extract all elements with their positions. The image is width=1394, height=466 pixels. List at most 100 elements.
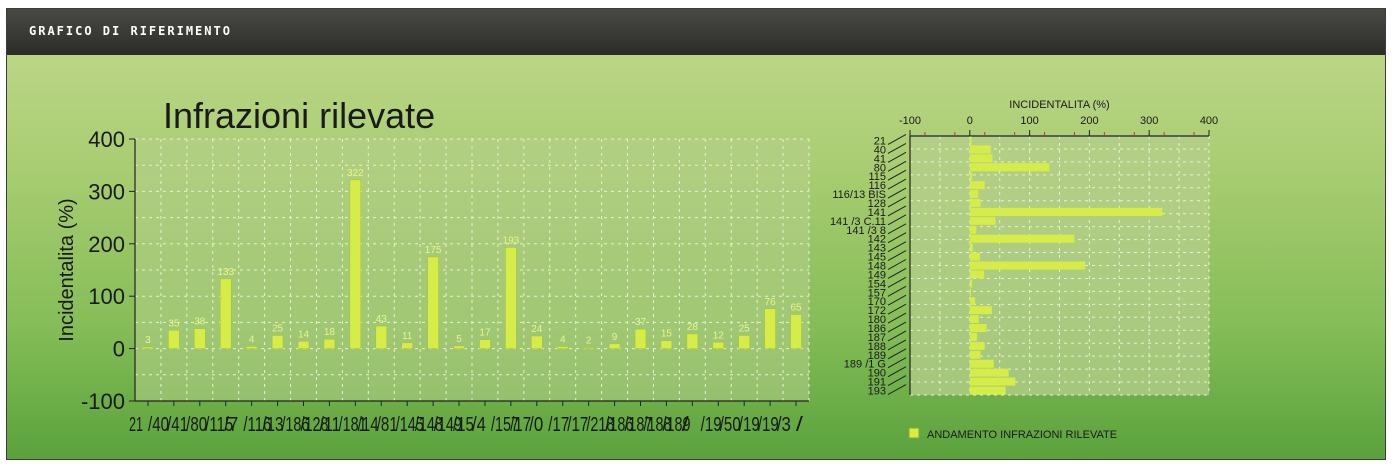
panel-title-bar: GRAFICO DI RIFERIMENTO [7,9,1385,55]
left-bar [453,345,465,349]
left-x-tick-label: /81 [377,414,398,436]
right-y-tick-label: 116 [868,180,886,192]
left-x-tick-label: /189 [663,414,691,436]
legend-swatch [908,427,920,439]
right-y-tick-label: 141 [868,207,886,219]
right-y-tick [887,241,907,253]
left-bar-label: 133 [217,267,234,278]
left-x-tick-label: / [682,414,690,436]
right-y-tick [887,267,907,279]
left-chart-title: Infrazioni rilevate [163,95,435,136]
left-bar-label: 322 [347,168,364,179]
right-bar [969,198,981,208]
left-bar-label: 11 [402,331,413,342]
left-x-tick-label: /3 [777,414,791,436]
right-bar [969,306,992,315]
right-bar [969,359,994,368]
right-y-tick [887,321,907,333]
right-y-tick-label: 172 [868,305,886,317]
left-x-tick-label: /41 [167,414,188,436]
left-x-tick-label: /187 [624,414,652,436]
left-x-tick-label: /80 [186,414,207,436]
right-y-tick-label: 21 [874,135,886,147]
right-y-tick-label: 170 [868,296,886,308]
right-x-tick-label: 100 [1020,115,1038,127]
chart-panel: GRAFICO DI RIFERIMENTO -100 0 100 200 300 400… [6,8,1386,460]
left-bar [271,335,284,349]
right-bar [969,216,996,225]
right-y-tick-label: 80 [874,162,886,174]
left-y-tick-label: 100 [88,284,125,309]
right-y-tick [887,214,907,226]
left-y-axis-label: Incidentalita (%) [56,198,78,341]
right-bar [969,377,1016,386]
left-bar [401,342,413,349]
left-bar [168,330,180,349]
right-bar [969,225,977,234]
left-y-tick-label: 300 [88,179,125,204]
right-y-tick [887,285,907,297]
right-x-tick-label: 0 [967,115,973,127]
right-bar [969,386,1006,395]
left-x-tick-label: /4 [472,414,486,436]
right-y-tick-label: 189 [868,350,886,362]
right-bar [969,136,972,145]
right-y-tick-label: 141 /3 8 [846,225,886,237]
right-y-tick-label: 154 [868,278,886,290]
right-y-tick [887,312,907,324]
left-x-tick-label: 21 [129,414,143,436]
right-y-tick [887,276,907,288]
right-y-tick [887,187,907,199]
left-bar [531,335,543,349]
left-bar [297,341,310,349]
left-bar [660,340,673,349]
left-bar-label: 4 [249,335,255,346]
right-y-tick-label: 143 [868,243,886,255]
right-bar [969,252,980,261]
right-bar [969,288,971,297]
right-y-tick [887,375,907,387]
left-bar-label: 3 [145,335,151,346]
left-bar-label: 175 [425,245,442,256]
right-y-tick-label: 186 [868,323,886,335]
left-x-tick-label: /50 [720,414,741,436]
panel-title: GRAFICO DI RIFERIMENTO [29,24,232,38]
left-bar [582,347,595,349]
left-bar-label: 4 [560,335,566,346]
left-bar [764,308,776,349]
left-x-tick-label: /15 [453,414,474,436]
right-y-tick [887,232,907,244]
right-y-tick [887,294,907,306]
right-y-tick [887,366,907,378]
left-bar-label: 18 [324,327,336,338]
right-bar [969,297,976,306]
left-x-tick-label: /19 [701,414,722,436]
left-bar-label: 193 [503,235,520,246]
left-x-tick-label: /186 [605,414,633,436]
right-y-tick-label: 180 [868,314,886,326]
left-bar [686,333,699,349]
right-bar [969,207,1163,216]
left-x-tick-label: /145 [396,414,424,436]
left-x-tick-label: /19 [758,414,779,436]
right-y-tick [887,151,907,163]
right-y-tick [887,384,907,395]
left-bar-label: 35 [168,318,180,329]
right-y-tick [887,303,907,315]
right-y-tick [887,223,907,235]
right-y-tick [887,339,907,351]
left-x-tick-label: /17 [548,414,569,436]
left-bar-label: 37 [635,317,647,328]
left-bar-label: 9 [612,332,618,343]
right-y-tick [887,160,907,172]
left-x-tick-label: /40 [148,414,169,436]
left-bar-label: 38 [194,317,206,328]
left-bar [712,342,724,349]
left-x-tick-label: /19 [739,414,760,436]
left-x-tick-label: /7 [224,414,238,436]
right-y-tick-label: 128 [868,198,886,210]
left-bar-label: 5 [456,334,462,345]
right-bar [969,270,985,279]
left-x-tick-label: /148 [415,414,443,436]
right-bar [969,323,987,333]
